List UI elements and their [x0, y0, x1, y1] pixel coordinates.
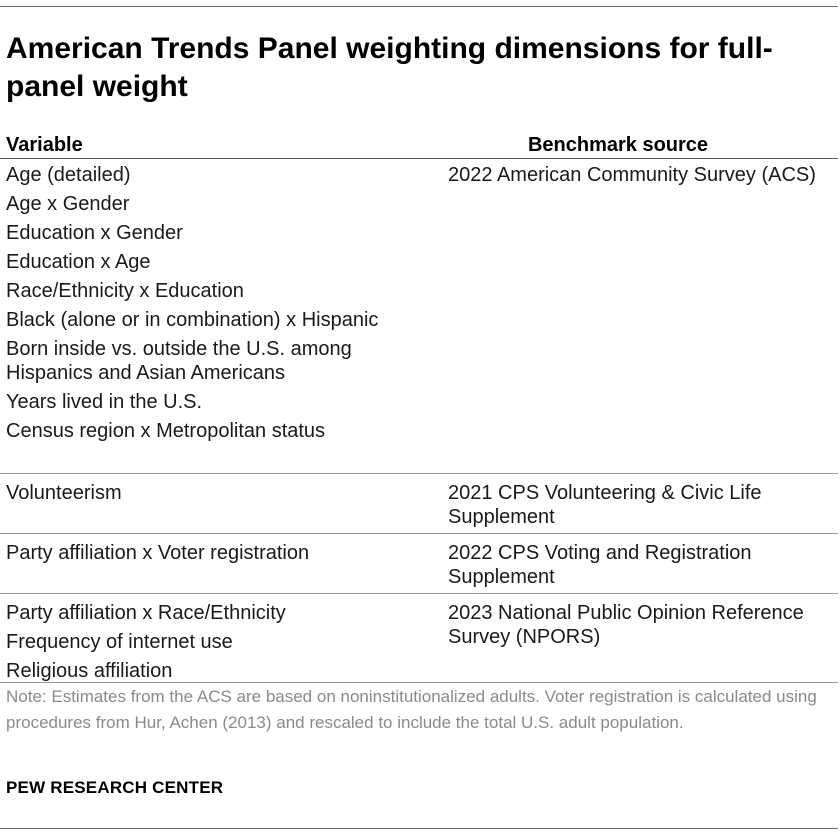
variable-item: Religious affiliation [6, 660, 173, 682]
variable-list: Party affiliation x Race/Ethnicity Frequ… [0, 594, 440, 683]
footnote: Note: Estimates from the ACS are based o… [6, 687, 817, 732]
table-row: Volunteerism 2021 CPS Volunteering & Civ… [0, 474, 838, 534]
table-row: Age (detailed) Age x Gender Education x … [0, 159, 838, 474]
top-rule [0, 6, 838, 7]
variable-list: Party affiliation x Voter registration [0, 534, 440, 565]
benchmark-source: 2021 CPS Volunteering & Civic Life Suppl… [448, 482, 762, 528]
benchmark-source: 2022 American Community Survey (ACS) [448, 164, 816, 186]
benchmark-source: 2023 National Public Opinion Reference S… [448, 602, 804, 648]
variable-item: Born inside vs. outside the U.S. among H… [6, 338, 352, 384]
table-row: Party affiliation x Race/Ethnicity Frequ… [0, 594, 838, 683]
variable-item: Education x Gender [6, 222, 183, 244]
variable-item: Frequency of internet use [6, 631, 233, 653]
table-header-row: Variable Benchmark source [0, 130, 838, 159]
column-header-benchmark-source: Benchmark source [527, 134, 709, 156]
variable-list: Volunteerism [0, 474, 440, 505]
bottom-rule [0, 828, 838, 829]
benchmark-source: 2022 CPS Voting and Registration Supplem… [448, 542, 752, 588]
variable-item: Education x Age [6, 251, 151, 273]
variable-item: Years lived in the U.S. [6, 391, 203, 413]
page-title: American Trends Panel weighting dimensio… [6, 32, 773, 103]
column-header-variable: Variable [6, 134, 83, 156]
variable-item: Party affiliation x Race/Ethnicity [6, 602, 286, 624]
weighting-table: Variable Benchmark source Age (detailed)… [0, 130, 838, 683]
variable-item: Age x Gender [6, 193, 130, 215]
variable-item: Volunteerism [6, 482, 122, 504]
variable-list: Age (detailed) Age x Gender Education x … [0, 159, 440, 443]
variable-item: Age (detailed) [6, 164, 131, 186]
variable-item: Party affiliation x Voter registration [6, 542, 310, 564]
variable-item: Black (alone or in combination) x Hispan… [6, 309, 379, 331]
table-row: Party affiliation x Voter registration 2… [0, 534, 838, 594]
variable-item: Census region x Metropolitan status [6, 420, 326, 442]
source-attribution: PEW RESEARCH CENTER [6, 778, 224, 797]
variable-item: Race/Ethnicity x Education [6, 280, 244, 302]
